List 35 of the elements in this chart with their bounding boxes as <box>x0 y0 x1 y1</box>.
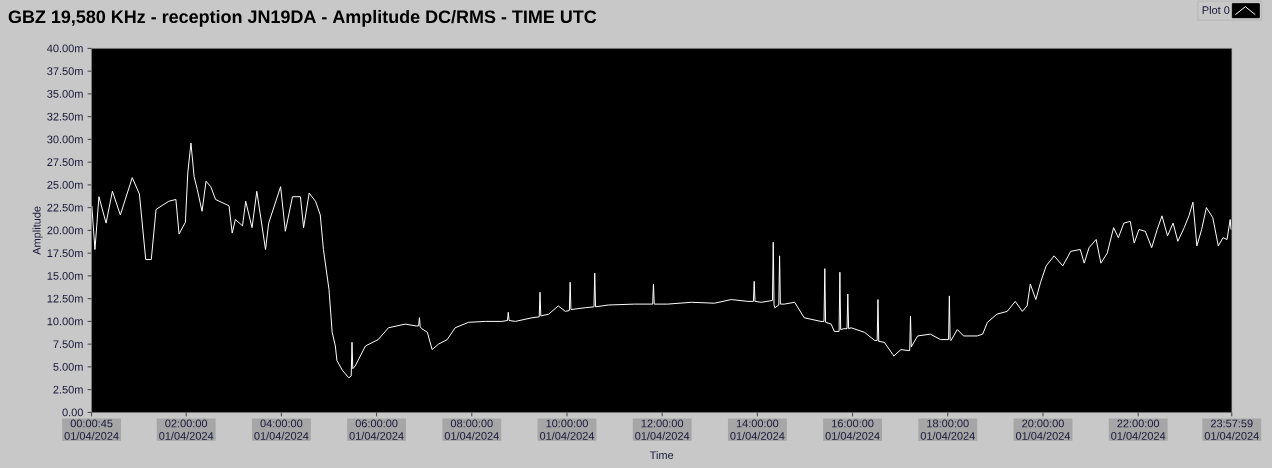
x-tick-label: 22:00:00 01/04/2024 <box>1111 419 1166 440</box>
y-tick-label: 15.00m <box>47 272 83 280</box>
x-tick-label: 16:00:00 01/04/2024 <box>825 419 880 440</box>
line-series <box>91 142 1232 379</box>
y-tick-label: 25.00m <box>47 181 83 189</box>
y-tick-label: 0.00 <box>62 408 83 417</box>
x-tick-label: 14:00:00 01/04/2024 <box>730 419 785 440</box>
x-tick-label: 06:00:00 01/04/2024 <box>349 419 404 440</box>
y-tick-label: 35.00m <box>47 90 83 98</box>
y-tick-label: 5.00m <box>53 363 83 371</box>
y-tick-label: 20.00m <box>47 226 83 235</box>
y-tick-label: 12.50m <box>47 294 83 303</box>
y-tick-label: 30.00m <box>47 135 83 144</box>
y-tick-label: 40.00m <box>47 44 83 53</box>
x-tick-label: 12:00:00 01/04/2024 <box>635 419 690 440</box>
y-tick-label: 37.50m <box>47 67 83 76</box>
x-tick-label: 23:57:59 01/04/2024 <box>1204 419 1259 440</box>
y-tick-label: 2.50m <box>53 385 83 394</box>
y-tick-label: 17.50m <box>47 249 83 258</box>
legend-label: Plot 0 <box>1202 5 1230 15</box>
x-tick-label: 04:00:00 01/04/2024 <box>254 419 309 440</box>
x-tick-label: 08:00:00 01/04/2024 <box>444 419 499 440</box>
x-tick-label: 02:00:00 01/04/2024 <box>159 419 214 440</box>
x-axis-title: Time <box>649 451 674 460</box>
x-tick-label: 20:00:00 01/04/2024 <box>1015 419 1071 440</box>
x-tick-label: 00:00:45 01/04/2024 <box>64 419 119 440</box>
x-tick-label: 18:00:00 01/04/2024 <box>920 419 975 440</box>
y-axis-title: Amplitude <box>32 206 43 255</box>
y-tick-label: 32.50m <box>47 112 83 121</box>
y-tick-label: 27.50m <box>47 158 83 167</box>
y-tick-label: 22.50m <box>47 203 83 212</box>
y-tick-label: 10.00m <box>47 317 83 326</box>
chart-title: GBZ 19,580 KHz - reception JN19DA - Amplitude DC/RMS - TIME UTC <box>8 9 597 27</box>
x-tick-label: 10:00:00 01/04/2024 <box>539 419 595 440</box>
y-tick-label: 7.50m <box>53 340 83 349</box>
